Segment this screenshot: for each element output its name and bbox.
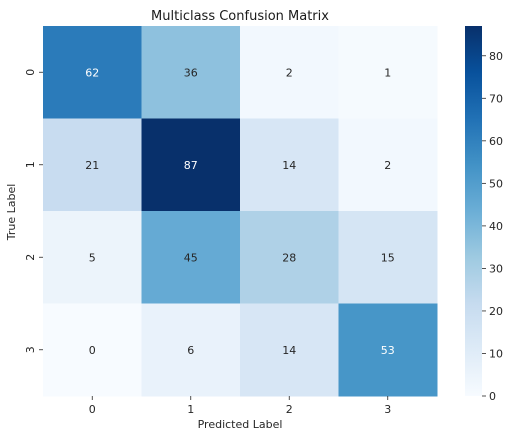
cell-value-label: 36	[184, 66, 198, 79]
y-axis-ticks: 0 1 2 3	[24, 69, 43, 353]
cell-value-label: 2	[384, 159, 391, 172]
heatmap-cell	[240, 211, 339, 304]
cell-value-label: 53	[381, 344, 395, 357]
y-tick-label: 1	[24, 161, 37, 168]
colorbar-ticks: 0 10 20 30 40 50 60 70 80	[482, 50, 503, 403]
heatmap-cell	[43, 118, 142, 212]
colorbar	[465, 26, 482, 396]
heatmap-cells	[43, 26, 438, 397]
x-tick-label: 3	[384, 403, 391, 416]
cell-value-label: 1	[384, 66, 391, 79]
heatmap-cell	[240, 26, 339, 119]
heatmap-cell	[43, 26, 142, 119]
cell-value-labels: 62 36 2 121 87 14 25 45 28 150 6 14 53	[85, 66, 395, 357]
x-tick-label: 1	[187, 403, 194, 416]
cell-value-label: 14	[282, 159, 296, 172]
cell-value-label: 28	[282, 251, 296, 264]
heatmap-cell	[141, 303, 241, 397]
cell-value-label: 15	[381, 251, 395, 264]
heatmap-cell	[43, 303, 142, 397]
cell-value-label: 21	[85, 159, 99, 172]
cell-value-label: 62	[85, 66, 99, 79]
y-tick-label: 2	[24, 254, 37, 261]
cell-value-label: 6	[187, 344, 194, 357]
colorbar-tick-label: 0	[489, 390, 496, 403]
y-axis-label: True Label	[5, 184, 18, 242]
colorbar-tick-label: 30	[489, 262, 503, 275]
x-axis-label: Predicted Label	[198, 418, 283, 431]
cell-value-label: 45	[184, 251, 198, 264]
heatmap-cell	[43, 211, 142, 304]
heatmap-cell	[141, 26, 241, 119]
x-axis-ticks: 0 1 2 3	[89, 396, 391, 416]
chart-title: Multiclass Confusion Matrix	[151, 9, 329, 24]
heatmap-cell	[240, 118, 339, 212]
cell-value-label: 0	[89, 344, 96, 357]
x-tick-label: 0	[89, 403, 96, 416]
colorbar-tick-label: 80	[489, 50, 503, 63]
cell-value-label: 2	[286, 66, 293, 79]
y-tick-label: 0	[24, 69, 37, 76]
heatmap-cell	[338, 26, 438, 119]
y-tick-label: 3	[24, 346, 37, 353]
colorbar-tick-label: 70	[489, 92, 503, 105]
x-tick-label: 2	[286, 403, 293, 416]
cell-value-label: 14	[282, 344, 296, 357]
heatmap-cell	[338, 211, 438, 304]
colorbar-tick-label: 60	[489, 135, 503, 148]
heatmap-cell	[338, 118, 438, 212]
colorbar-tick-label: 20	[489, 305, 503, 318]
heatmap-cell	[141, 118, 241, 212]
heatmap-cell	[240, 303, 339, 397]
colorbar-tick-label: 10	[489, 347, 503, 360]
colorbar-tick-label: 50	[489, 177, 503, 190]
colorbar-tick-label: 40	[489, 220, 503, 233]
heatmap-cell	[141, 211, 241, 304]
cell-value-label: 5	[89, 251, 96, 264]
heatmap-cell	[338, 303, 438, 397]
cell-value-label: 87	[184, 159, 198, 172]
